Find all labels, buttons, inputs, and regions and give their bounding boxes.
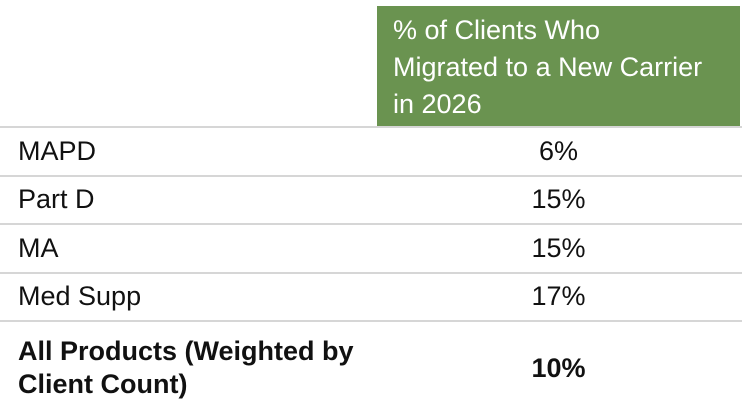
total-row-value: 10% bbox=[531, 352, 586, 383]
row-label: Part D bbox=[18, 184, 95, 215]
value-column-header: % of Clients Who Migrated to a New Carri… bbox=[377, 6, 740, 126]
table-row-total: All Products (Weighted by Client Count) … bbox=[0, 322, 742, 414]
row-label: MA bbox=[18, 232, 59, 263]
table-header-row: % of Clients Who Migrated to a New Carri… bbox=[0, 6, 742, 128]
row-value: 15% bbox=[531, 184, 586, 215]
row-label: MAPD bbox=[18, 135, 97, 166]
table-row: MA 15% bbox=[0, 225, 742, 274]
row-value: 15% bbox=[531, 232, 586, 263]
table-row: Part D 15% bbox=[0, 177, 742, 225]
table-row: MAPD 6% bbox=[0, 128, 742, 177]
table-row: Med Supp 17% bbox=[0, 274, 742, 322]
row-value: 17% bbox=[531, 281, 586, 312]
header-spacer bbox=[0, 6, 377, 126]
row-label: Med Supp bbox=[18, 281, 142, 312]
row-value: 6% bbox=[538, 135, 579, 166]
total-row-label: All Products (Weighted by Client Count) bbox=[18, 336, 354, 399]
